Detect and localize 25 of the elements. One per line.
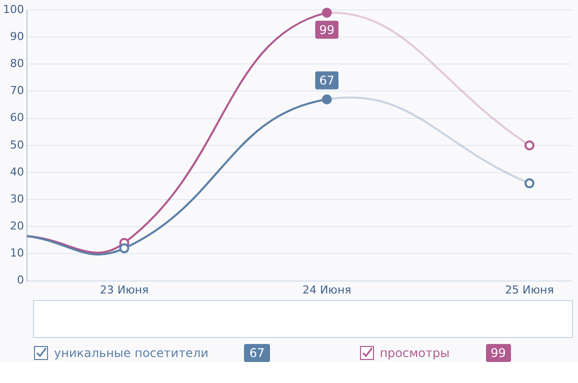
y-tick-label: 70 xyxy=(10,84,24,98)
data-label: 67 xyxy=(319,73,334,88)
y-tick-label: 90 xyxy=(10,30,24,43)
data-label: 99 xyxy=(319,22,334,37)
text: 67 xyxy=(249,346,265,360)
y-tick-label: 60 xyxy=(10,111,24,124)
y-tick-label: 40 xyxy=(10,165,24,178)
y-tick-label: 10 xyxy=(10,246,24,260)
point xyxy=(322,8,332,18)
point xyxy=(524,178,534,188)
y-tick-label: 100 xyxy=(2,2,24,16)
x-tick-label: 24 Июня xyxy=(302,283,352,296)
y-tick-label: 20 xyxy=(10,220,24,232)
x-tick-label: 25 Июня xyxy=(505,283,554,296)
legend-label: уникальные посетители xyxy=(54,346,208,360)
y-tick-label: 80 xyxy=(10,57,24,70)
point xyxy=(524,140,534,150)
x-tick-label: 23 Июня xyxy=(100,283,149,296)
text: 99 xyxy=(490,346,506,360)
y-tick-label: 30 xyxy=(10,192,24,206)
y-tick-label: 0 xyxy=(16,274,24,287)
point xyxy=(322,94,332,104)
point xyxy=(119,243,130,254)
y-tick-label: 50 xyxy=(10,138,24,152)
legend-label: просмотры xyxy=(380,346,450,360)
